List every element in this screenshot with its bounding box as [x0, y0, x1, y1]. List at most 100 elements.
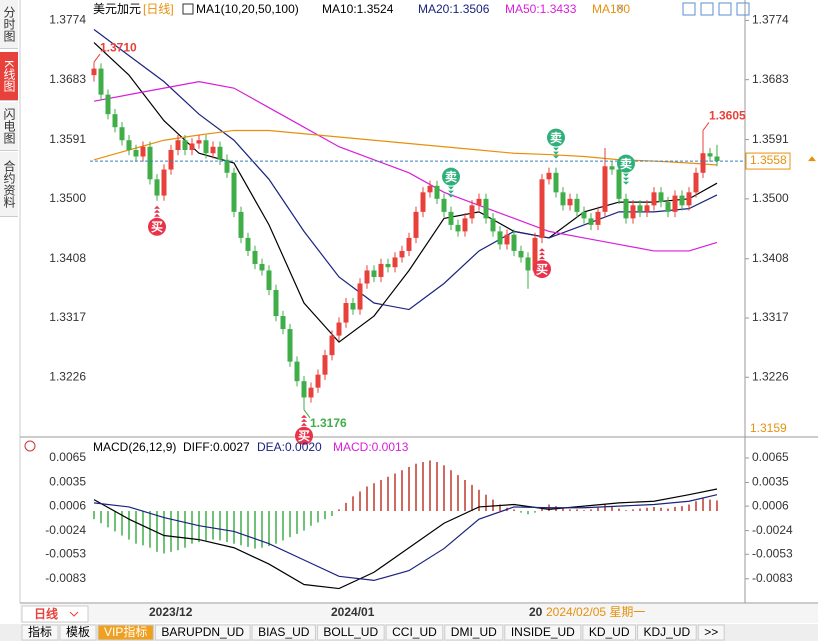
icon[interactable] — [718, 2, 732, 16]
tab[interactable] — [97, 624, 154, 641]
tab[interactable] — [59, 624, 97, 641]
tab-label[interactable]: BARUPDN_UD — [161, 625, 244, 639]
tab[interactable] — [385, 624, 444, 641]
y-tick-label: 1.3774 — [49, 13, 86, 27]
candle-body — [105, 94, 111, 115]
icon[interactable] — [682, 2, 696, 16]
tab[interactable] — [316, 624, 385, 641]
candle-body — [658, 192, 664, 203]
y-tick-label: 1.3500 — [752, 191, 789, 205]
ma-line — [93, 42, 718, 343]
candle-body — [490, 218, 496, 232]
tab[interactable] — [697, 624, 725, 641]
icon[interactable] — [736, 2, 750, 16]
candle-body — [322, 355, 328, 375]
tab-label[interactable]: KD_UD — [589, 625, 630, 639]
annotation-label: 1.3710 — [100, 40, 137, 54]
candle-body — [644, 205, 650, 212]
y-tick-label: 1.3226 — [49, 369, 86, 383]
tab[interactable] — [504, 624, 582, 641]
candle-body — [399, 250, 405, 258]
candle-body — [427, 185, 433, 193]
candle-body — [147, 146, 153, 180]
tab-label[interactable]: CCI_UD — [392, 625, 437, 639]
candle-body — [280, 316, 286, 330]
tab-label[interactable]: INSIDE_UD — [511, 625, 575, 639]
side-tab[interactable]: 合约资料 — [0, 152, 18, 217]
icon[interactable] — [24, 440, 36, 452]
icon[interactable] — [616, 4, 624, 12]
candle-body — [518, 250, 524, 258]
indicator-line — [93, 494, 718, 582]
signal-label: 卖 — [620, 156, 632, 171]
candle-body — [259, 263, 265, 271]
tab-label[interactable]: 模板 — [66, 625, 90, 639]
signal-badge — [617, 154, 635, 173]
candle-body — [224, 159, 230, 173]
candle-body — [714, 156, 720, 162]
tab-label[interactable]: BIAS_UD — [258, 625, 310, 639]
tab[interactable] — [444, 624, 504, 641]
y-tick-label: 1.3591 — [752, 132, 789, 146]
signal-arrow — [553, 155, 559, 159]
legend-entry: MA100 — [592, 2, 630, 16]
signal-arrow — [539, 248, 545, 252]
candle-body — [672, 195, 678, 212]
icon — [182, 3, 194, 15]
tab[interactable] — [637, 624, 697, 641]
candle-body — [434, 185, 440, 199]
tab-label[interactable]: 指标 — [28, 624, 52, 639]
candle-body — [231, 172, 237, 212]
tab[interactable] — [582, 624, 637, 641]
tab-label[interactable]: >> — [704, 625, 718, 639]
y-tick-label: 1.3591 — [49, 132, 86, 146]
candle-body — [441, 198, 447, 212]
candle-body — [476, 198, 482, 206]
legend-entry: DEA:0.0020 — [257, 440, 322, 454]
side-tab[interactable]: K线图 — [0, 52, 18, 101]
candle-body — [525, 257, 531, 271]
annotation-leader — [93, 53, 101, 63]
candle-body — [546, 172, 552, 180]
candle-body — [91, 68, 97, 76]
candle-body — [385, 263, 391, 268]
candle-body — [210, 146, 216, 154]
legend-entry: DIFF:0.0027 — [183, 440, 250, 454]
legend-entry: MA20:1.3506 — [418, 2, 490, 16]
period-button-text[interactable]: 日线 — [34, 606, 58, 621]
signal-label: 买 — [298, 429, 310, 443]
candle-body — [252, 250, 258, 264]
y-tick-label: -0.0024 — [752, 523, 793, 537]
tab[interactable] — [154, 624, 251, 641]
candle-body — [112, 114, 118, 128]
candle-body — [238, 211, 244, 238]
candle-body — [651, 192, 657, 206]
side-tab[interactable]: 闪电图 — [0, 102, 18, 151]
period-button[interactable] — [21, 605, 89, 623]
y-tick-label: 1.3317 — [752, 310, 789, 324]
tab[interactable] — [251, 624, 316, 641]
candle-body — [154, 179, 160, 196]
candle-body — [196, 140, 202, 144]
icon[interactable] — [700, 2, 714, 16]
candle-body — [595, 211, 601, 225]
candle-body — [175, 140, 181, 150]
side-tab[interactable]: 分时图 — [0, 0, 18, 49]
tab-label[interactable]: KDJ_UD — [644, 625, 691, 639]
tab-label[interactable]: DMI_UD — [451, 625, 497, 639]
candle-body — [301, 381, 307, 398]
annotation-leader — [702, 122, 710, 131]
tab-label[interactable]: VIP指标 — [104, 624, 147, 639]
candle-body — [609, 166, 615, 170]
candle-body — [364, 270, 370, 284]
last-price-box — [745, 152, 791, 170]
candle-body — [273, 290, 279, 317]
x-tick-label: 2024/01 — [331, 605, 375, 619]
candle-body — [623, 198, 629, 219]
candle-body — [133, 150, 139, 157]
candle-body — [511, 234, 517, 251]
signal-badge — [148, 217, 166, 236]
tab-label[interactable]: BOLL_UD — [323, 625, 378, 639]
tab[interactable] — [21, 624, 59, 641]
